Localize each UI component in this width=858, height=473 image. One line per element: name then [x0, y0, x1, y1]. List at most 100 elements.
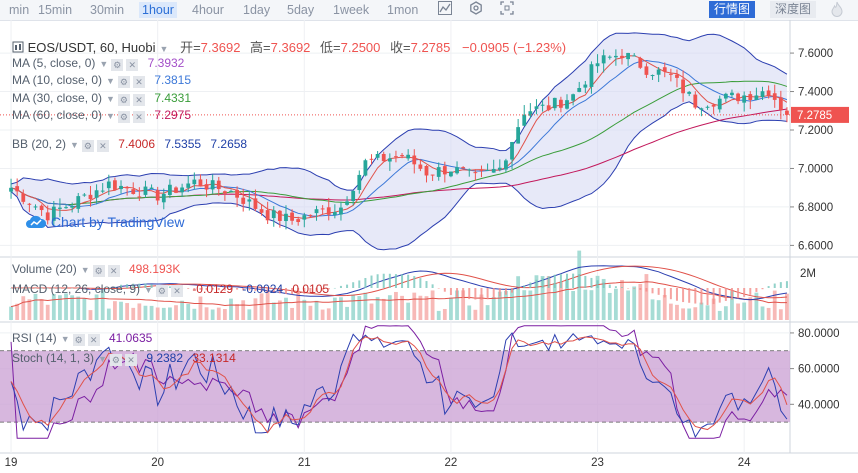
candle-body — [656, 69, 661, 75]
macd-hist-bar — [718, 288, 721, 303]
chevron-down-icon[interactable]: ▼ — [98, 354, 107, 364]
volume-bar — [88, 310, 93, 320]
price-chart[interactable]: 7.6000 7.4000 7.2000 7.0000 6.8000 6.6000 7.27… — [0, 20, 858, 473]
macd-hist-bar — [16, 288, 19, 289]
candle-body — [64, 207, 68, 209]
candle-body — [516, 127, 521, 144]
macd-hist-bar — [401, 274, 404, 288]
candle-body — [742, 95, 747, 103]
market-view-button[interactable]: 行情图 — [709, 1, 756, 18]
macd-hist-bar — [474, 288, 477, 300]
volume-bar — [559, 281, 563, 320]
candle-body — [589, 64, 594, 87]
line-chart-icon[interactable] — [436, 1, 454, 19]
close-icon[interactable]: ✕ — [124, 354, 137, 366]
bb-lower-line — [10, 101, 788, 251]
candle-body — [88, 194, 93, 200]
tf-15min[interactable]: 15min — [38, 3, 73, 17]
candlesticks — [0, 49, 790, 230]
tf-4hour[interactable]: 4hour — [192, 3, 224, 17]
close-icon[interactable]: ✕ — [87, 334, 100, 346]
settings-icon[interactable]: ⚙ — [155, 285, 168, 297]
macd-hist-bar — [370, 275, 373, 288]
settings-icon[interactable]: ⚙ — [117, 111, 130, 123]
chevron-down-icon[interactable]: ▼ — [99, 59, 109, 69]
symbol-header: EOS/USDT, 60, Huobi ▼ 开=7.3692 高=7.3692 低… — [12, 37, 566, 56]
volume-bar — [613, 288, 618, 320]
tf-1mon[interactable]: 1mon — [387, 3, 419, 17]
volume-bar — [394, 291, 398, 320]
chevron-down-icon[interactable]: ▼ — [144, 285, 153, 295]
volume-bar — [772, 290, 777, 320]
macd-hist-bar — [126, 284, 129, 288]
settings-icon[interactable]: ⚙ — [117, 76, 130, 88]
volume-bar — [82, 298, 87, 320]
settings-icon[interactable]: ⚙ — [111, 59, 124, 71]
high-value: 7.3692 — [270, 40, 311, 55]
volume-bar — [668, 303, 673, 320]
settings-icon[interactable]: ⚙ — [72, 334, 85, 346]
tf-1hour[interactable]: 1hour — [139, 2, 177, 18]
settings-icon[interactable]: ⚙ — [109, 354, 122, 366]
volume-bar — [656, 300, 661, 320]
chevron-down-icon[interactable]: ▼ — [106, 76, 115, 86]
candle-body — [320, 208, 325, 210]
candle-body — [387, 158, 392, 162]
chevron-down-icon[interactable]: ▼ — [60, 334, 70, 344]
volume-bar — [528, 290, 533, 320]
volume-bar — [58, 295, 62, 320]
close-icon[interactable]: ✕ — [132, 94, 145, 106]
candle-body — [577, 88, 582, 92]
close-icon[interactable]: ✕ — [132, 76, 145, 88]
candle-body — [778, 97, 783, 110]
volume-bar — [296, 291, 301, 320]
macd-signal-line — [11, 265, 787, 299]
tf-30min[interactable]: 30min — [90, 3, 125, 17]
settings-icon[interactable]: ⚙ — [117, 94, 130, 106]
volume-bar — [302, 299, 307, 320]
tf-1week[interactable]: 1week — [333, 3, 370, 17]
settings-icon[interactable] — [467, 1, 485, 19]
depth-view-button[interactable]: 深度图 — [770, 1, 817, 18]
macd-hist-bar — [553, 274, 556, 288]
close-icon[interactable]: ✕ — [96, 140, 109, 152]
settings-icon[interactable]: ⚙ — [92, 265, 105, 277]
volume-bar — [504, 290, 508, 320]
candle-body — [461, 167, 466, 169]
tf-1day[interactable]: 1day — [243, 3, 271, 17]
volume-bar — [192, 308, 197, 320]
cloud-icon — [25, 214, 47, 230]
flame-icon[interactable] — [828, 1, 846, 19]
macd-hist-bar — [645, 288, 648, 292]
close-icon[interactable]: ✕ — [170, 285, 183, 297]
volume-bar — [479, 294, 484, 320]
high-label: 高= — [250, 40, 271, 55]
macd-hist-bar — [535, 279, 538, 288]
volume-bar — [100, 290, 105, 320]
settings-icon[interactable]: ⚙ — [81, 140, 94, 152]
macd-hist-bar — [236, 288, 239, 290]
tf-5day[interactable]: 5day — [287, 3, 315, 17]
close-icon[interactable]: ✕ — [107, 265, 120, 277]
macd-hist-bar — [315, 288, 318, 292]
macd-hist-bar — [394, 274, 397, 288]
chevron-down-icon[interactable]: ▼ — [159, 44, 169, 54]
chevron-down-icon[interactable]: ▼ — [106, 111, 115, 121]
volume-bar — [583, 289, 588, 320]
close-icon[interactable]: ✕ — [132, 111, 145, 123]
candle-body — [626, 52, 630, 60]
chevron-down-icon[interactable]: ▼ — [70, 140, 79, 150]
close-icon[interactable]: ✕ — [126, 59, 139, 71]
volume-bar — [711, 298, 716, 320]
chevron-down-icon[interactable]: ▼ — [80, 265, 90, 275]
volume-bar — [174, 305, 178, 320]
tradingview-watermark[interactable]: Chart by TradingView — [25, 214, 184, 230]
tf-1min[interactable]: min — [9, 3, 30, 17]
chevron-down-icon[interactable]: ▼ — [106, 94, 115, 104]
volume-bar — [216, 307, 221, 320]
macd-hist-bar — [95, 288, 98, 290]
macd-hist-bar — [627, 288, 630, 289]
macd-hist-bar — [242, 288, 245, 291]
fullscreen-icon[interactable] — [498, 1, 516, 19]
legend-ma5: MA (5, close, 0) ▼ ⚙ ✕ 7.3932 — [12, 56, 184, 71]
